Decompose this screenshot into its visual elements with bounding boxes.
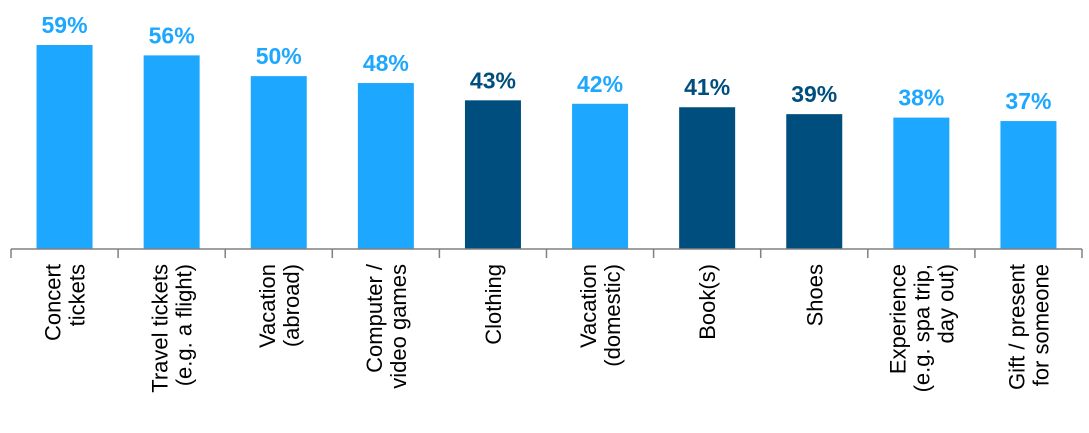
bar (464, 100, 521, 249)
bar (572, 103, 629, 249)
value-label: 56% (149, 22, 195, 48)
category-label-line: Clothing (481, 264, 506, 345)
category-labels-group: Concert tickets Travel tickets (e.g. a flig… (41, 263, 1054, 393)
category-label-line: (domestic) (600, 264, 625, 367)
value-label: 41% (684, 74, 730, 100)
category-label-line: Book(s) (695, 264, 720, 340)
bar (1000, 121, 1057, 249)
category-label-line: day out) (933, 264, 958, 344)
bar (250, 76, 307, 249)
value-label: 59% (42, 12, 88, 38)
category-label-line: Experience (885, 264, 910, 374)
category-label-line: Concert (41, 264, 66, 341)
category-label-line: (abroad) (279, 264, 304, 347)
value-label: 48% (363, 50, 409, 76)
category-label-line: (e.g. spa trip, (909, 264, 934, 392)
bar (786, 114, 843, 249)
category-label-line: (e.g. a flight) (172, 264, 197, 386)
category-label-line: Vacation (255, 264, 280, 348)
category-label-line: tickets (65, 264, 90, 326)
value-label: 37% (1005, 88, 1051, 114)
value-label: 42% (577, 71, 623, 97)
value-label: 50% (256, 43, 302, 69)
value-label: 39% (791, 81, 837, 107)
bars-group (36, 45, 1057, 250)
bar (679, 107, 736, 249)
value-labels-group: 59% 56% 50% 48% 43% 42% 41% 39% 38% 37% (42, 12, 1052, 114)
bar (357, 83, 414, 249)
value-label: 43% (470, 67, 516, 93)
category-label-line: Vacation (576, 264, 601, 348)
category-label-line: Gift / present (1004, 264, 1029, 390)
category-label-line: video games (386, 264, 411, 389)
category-label-line: for someone (1028, 264, 1053, 386)
category-label-line: Computer / (362, 263, 387, 373)
category-label-line: Travel tickets (148, 264, 173, 393)
category-label-line: Shoes (802, 264, 827, 326)
value-label: 38% (898, 85, 944, 111)
x-axis-ticks-group (10, 249, 1083, 258)
bar (36, 45, 93, 249)
bar (893, 117, 950, 249)
bar (143, 55, 200, 250)
